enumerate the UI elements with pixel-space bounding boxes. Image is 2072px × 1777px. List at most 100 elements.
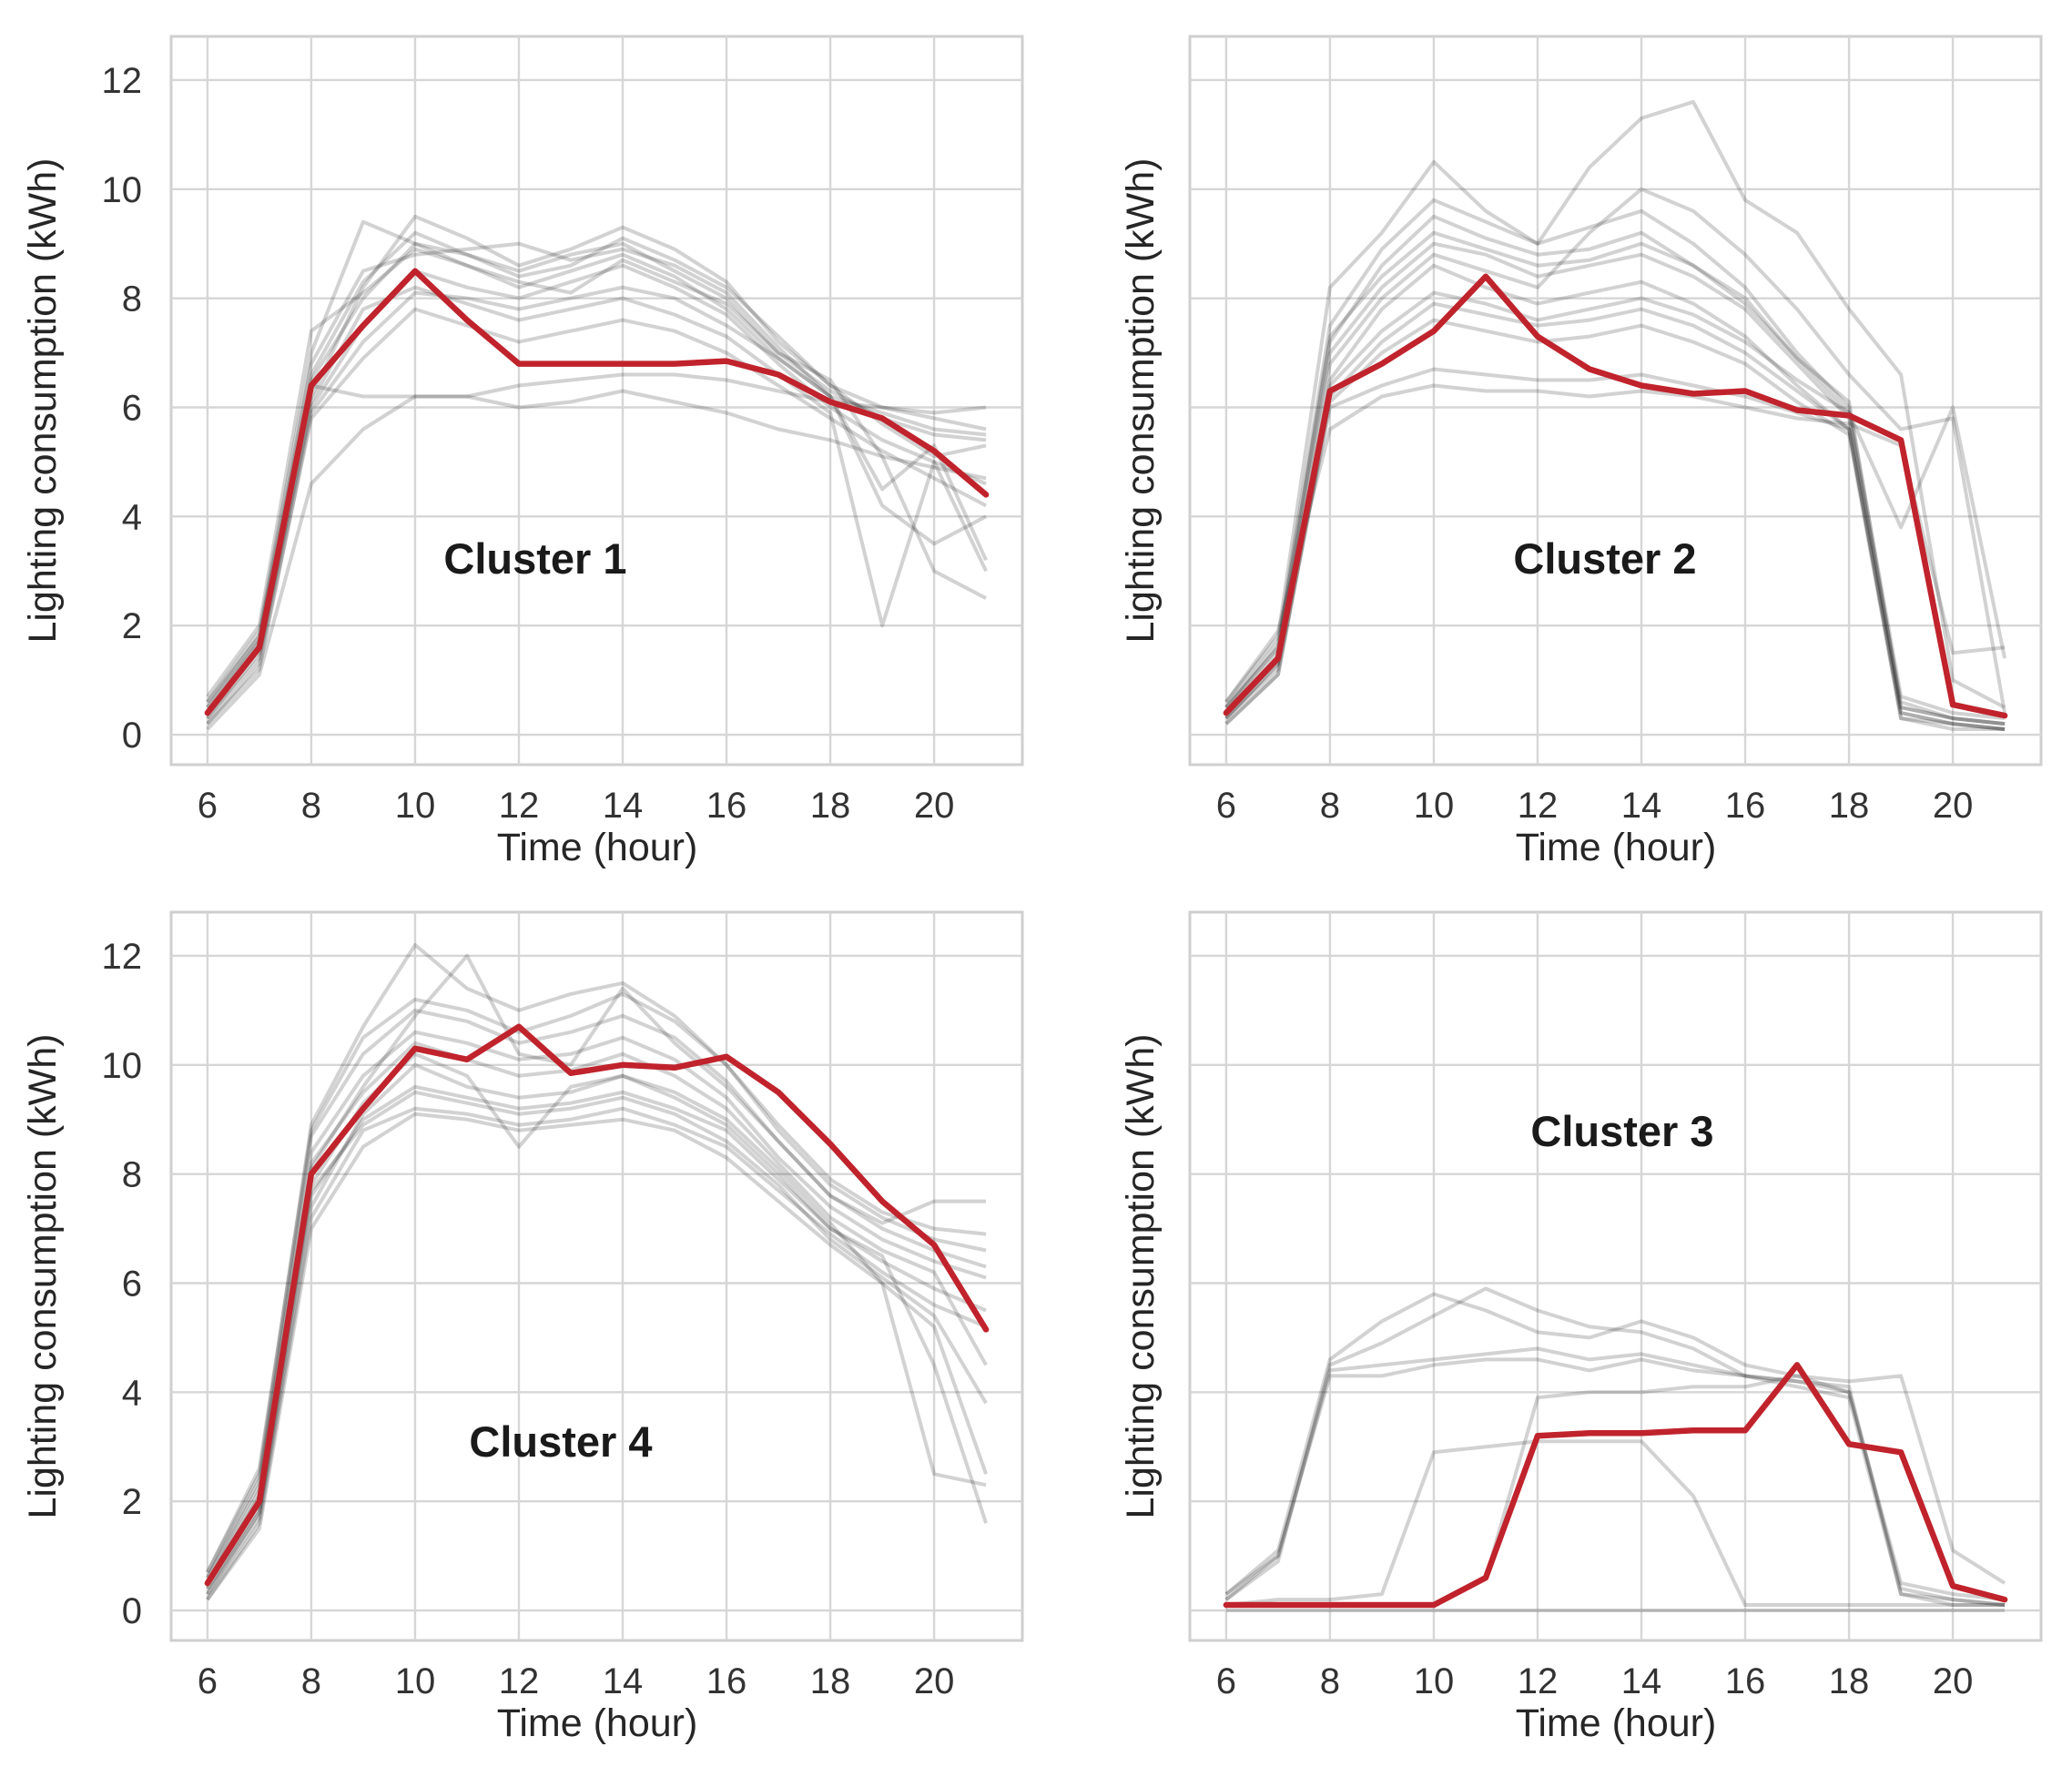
x-tick-label: 20 — [1933, 1661, 1974, 1701]
cluster-label: Cluster 4 — [469, 1417, 652, 1466]
x-tick-labels: 6 8 10 12 14 16 18 20 — [1216, 786, 1974, 826]
sample-line — [1224, 383, 2006, 704]
y-tick-label: 4 — [122, 1373, 142, 1413]
x-tick-label: 6 — [1216, 1661, 1236, 1701]
x-tick-label: 12 — [499, 1661, 540, 1701]
centroid-line — [1223, 1362, 2008, 1609]
y-tick-label: 10 — [102, 170, 143, 210]
grid — [171, 912, 1022, 1640]
y-tick-label: 2 — [122, 1482, 142, 1522]
x-tick-label: 8 — [1320, 786, 1340, 826]
x-tick-label: 20 — [1933, 786, 1974, 826]
x-tick-label: 6 — [198, 786, 218, 826]
y-tick-label: 0 — [122, 1591, 142, 1631]
sample-line — [206, 307, 988, 726]
cluster-label: Cluster 2 — [1513, 534, 1696, 583]
x-tick-label: 14 — [1621, 1661, 1662, 1701]
y-tick-labels: 0 2 4 6 8 10 12 — [102, 61, 143, 756]
centroid-line — [204, 1023, 990, 1587]
grid — [1190, 36, 2041, 765]
x-tick-label: 18 — [1829, 786, 1870, 826]
x-tick-label: 8 — [1320, 1661, 1340, 1701]
x-tick-label: 14 — [603, 786, 644, 826]
plot-area — [1188, 910, 2043, 1642]
sample-line — [1224, 159, 2006, 721]
y-tick-label: 8 — [122, 279, 142, 320]
grid — [1190, 912, 2041, 1640]
x-tick-label: 18 — [810, 786, 851, 826]
x-tick-labels: 6 8 10 12 14 16 18 20 — [198, 786, 955, 826]
sample-line — [206, 241, 988, 709]
y-tick-label: 10 — [102, 1046, 143, 1086]
y-tick-labels: 0 2 4 6 8 10 12 — [102, 937, 143, 1631]
centroid-line — [204, 268, 990, 716]
cluster-label: Cluster 1 — [443, 534, 626, 583]
sample-line — [206, 285, 988, 726]
x-tick-label: 6 — [198, 1661, 218, 1701]
plot-area — [1188, 35, 2043, 767]
x-tick-labels: 6 8 10 12 14 16 18 20 — [1216, 1661, 1974, 1701]
sample-line — [206, 219, 987, 704]
y-axis-label: Lighting consumption (kWh) — [1119, 158, 1163, 644]
y-axis-label: Lighting consumption (kWh) — [21, 1034, 65, 1519]
sample-line — [206, 263, 987, 720]
x-tick-label: 8 — [301, 786, 321, 826]
y-tick-label: 8 — [122, 1155, 142, 1195]
cluster-label: Cluster 3 — [1530, 1107, 1713, 1155]
sample-line — [1224, 290, 2007, 720]
sample-lines — [1224, 1286, 2006, 1612]
y-tick-label: 12 — [102, 937, 143, 977]
sample-line — [1224, 214, 2006, 726]
x-tick-label: 10 — [395, 786, 436, 826]
x-axis-label: Time (hour) — [1516, 826, 1717, 869]
panel-cluster-2: 6 8 10 12 14 16 18 20 Cluster 2 Time (hour) Lig… — [1119, 35, 2043, 869]
panel-cluster-4: 6 8 10 12 14 16 18 20 0 2 4 6 8 10 12 Cluster 4 Time … — [21, 910, 1024, 1745]
y-tick-label: 4 — [122, 497, 142, 537]
panel-cluster-3: 6 8 10 12 14 16 18 20 Cluster 3 Time (hour) Lig… — [1119, 910, 2043, 1745]
sample-line — [206, 1090, 988, 1590]
x-axis-label: Time (hour) — [497, 826, 698, 869]
sample-line — [1224, 241, 2006, 726]
sample-line — [206, 372, 987, 715]
sample-line — [206, 230, 987, 704]
y-axis-label: Lighting consumption (kWh) — [21, 158, 65, 644]
x-tick-labels: 6 8 10 12 14 16 18 20 — [198, 1661, 955, 1701]
sample-line — [1224, 1286, 2006, 1607]
y-axis-label: Lighting consumption (kWh) — [1119, 1034, 1163, 1519]
sample-lines — [1224, 99, 2007, 731]
sample-line — [206, 1062, 989, 1596]
sample-line — [206, 991, 987, 1573]
sample-line — [206, 1041, 988, 1585]
plot-area — [169, 35, 1024, 767]
sample-line — [1224, 230, 2006, 726]
x-tick-label: 16 — [1725, 1661, 1766, 1701]
x-tick-label: 6 — [1216, 786, 1236, 826]
y-tick-label: 6 — [122, 1264, 142, 1304]
x-tick-label: 20 — [914, 786, 955, 826]
x-axis-label: Time (hour) — [1516, 1701, 1717, 1745]
sample-line — [206, 214, 987, 715]
sample-lines — [206, 214, 988, 731]
sample-line — [206, 943, 987, 1574]
y-tick-label: 6 — [122, 388, 142, 428]
sample-line — [1224, 1346, 2006, 1607]
y-tick-label: 0 — [122, 716, 142, 756]
x-tick-label: 12 — [499, 786, 540, 826]
x-tick-label: 8 — [301, 1661, 321, 1701]
sample-line — [1224, 1357, 2006, 1607]
plot-area — [169, 910, 1024, 1642]
sample-line — [206, 241, 987, 709]
y-tick-label: 12 — [102, 61, 143, 101]
sample-line — [206, 1106, 987, 1601]
x-tick-label: 18 — [810, 1661, 851, 1701]
x-tick-label: 16 — [1725, 786, 1766, 826]
y-tick-label: 2 — [122, 606, 142, 646]
x-tick-label: 10 — [395, 1661, 436, 1701]
x-tick-label: 12 — [1518, 1661, 1559, 1701]
x-tick-label: 20 — [914, 1661, 955, 1701]
x-tick-label: 18 — [1829, 1661, 1870, 1701]
sample-line — [1224, 1292, 2006, 1602]
grid — [171, 36, 1022, 765]
x-tick-label: 14 — [603, 1661, 644, 1701]
